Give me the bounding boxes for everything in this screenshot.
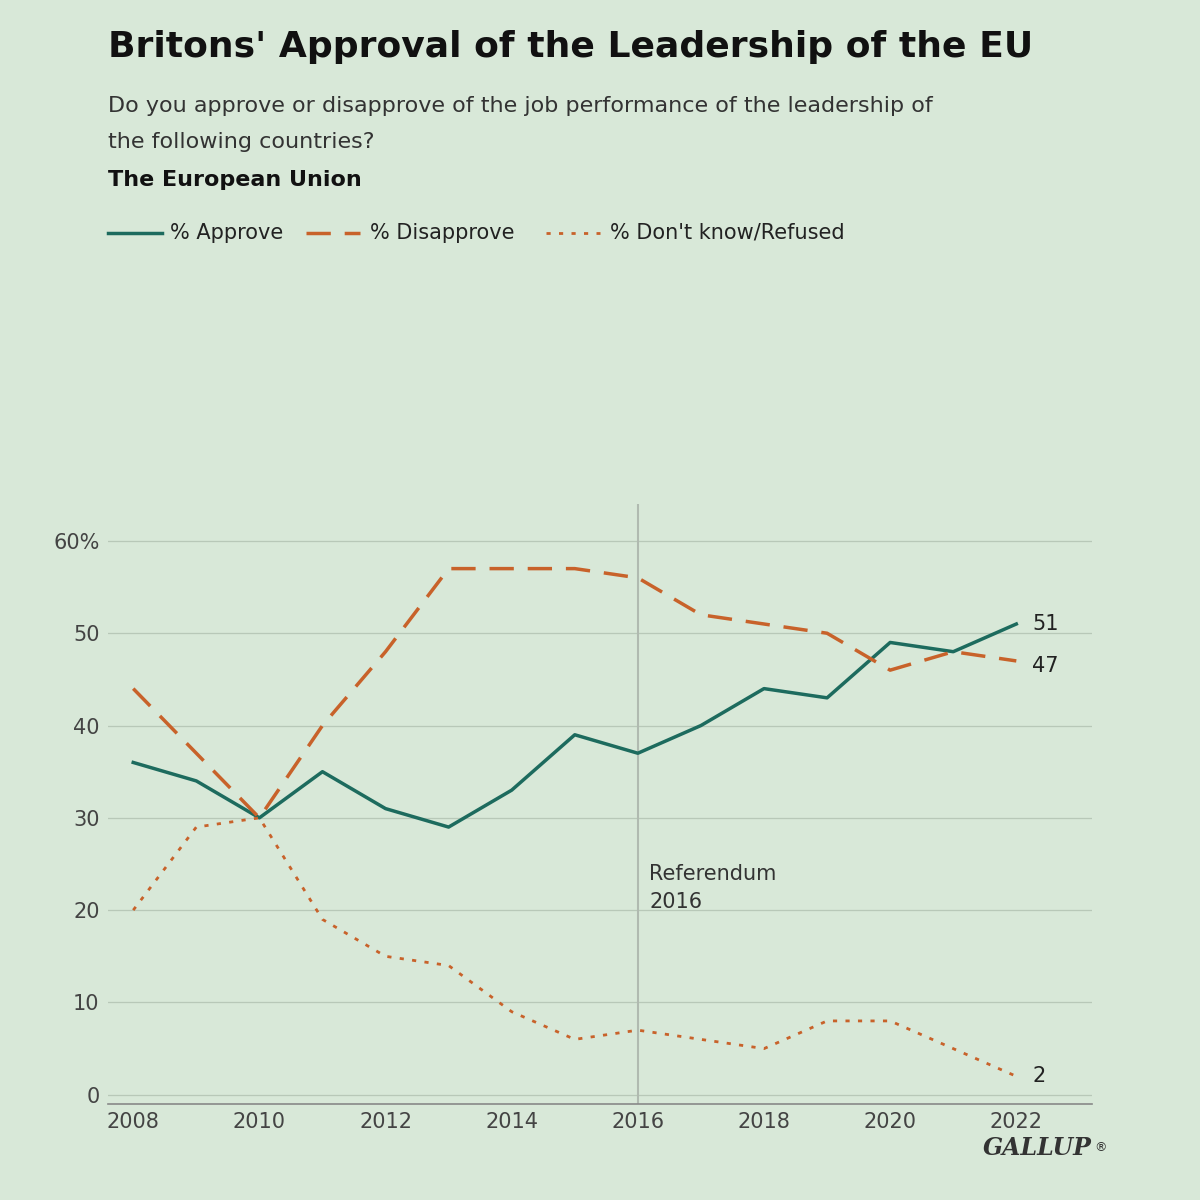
Text: The European Union: The European Union [108, 170, 361, 191]
Text: Do you approve or disapprove of the job performance of the leadership of: Do you approve or disapprove of the job … [108, 96, 932, 116]
Text: 51: 51 [1032, 614, 1058, 634]
Text: 47: 47 [1032, 655, 1058, 676]
Text: Referendum
2016: Referendum 2016 [649, 864, 776, 912]
Text: GALLUP: GALLUP [983, 1136, 1092, 1160]
Text: % Approve: % Approve [170, 223, 283, 242]
Text: the following countries?: the following countries? [108, 132, 374, 152]
Text: 2: 2 [1032, 1067, 1045, 1086]
Text: ®: ® [1094, 1141, 1106, 1154]
Text: % Don't know/Refused: % Don't know/Refused [610, 223, 845, 242]
Text: % Disapprove: % Disapprove [370, 223, 514, 242]
Text: Britons' Approval of the Leadership of the EU: Britons' Approval of the Leadership of t… [108, 30, 1033, 64]
